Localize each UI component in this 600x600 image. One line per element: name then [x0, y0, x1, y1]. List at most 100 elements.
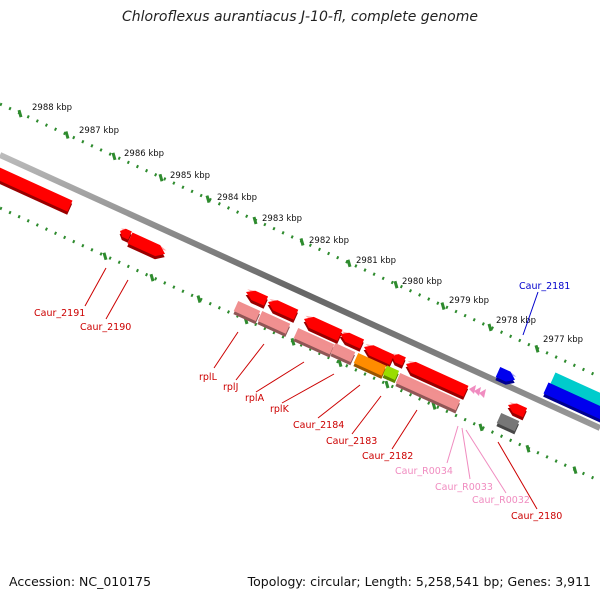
rna-arrow [469, 385, 476, 394]
feature-highlight [0, 166, 73, 205]
outer-major-tick [205, 195, 211, 204]
feature-body [293, 327, 335, 355]
gene-label: rplK [270, 404, 290, 415]
outer-major-tick [158, 173, 164, 182]
cds-caur-2181-cyan [550, 372, 600, 410]
gene-label-leader [465, 429, 507, 494]
feature-highlight [398, 373, 461, 405]
gene-label: Caur_2180 [511, 511, 562, 522]
scale-tick-label: 2988 kbp [32, 103, 72, 113]
cds-gray [496, 412, 520, 435]
inner-major-tick [384, 380, 390, 389]
cds-blue-small [495, 366, 517, 385]
feature-body [127, 232, 165, 257]
feature-highlight [333, 343, 356, 356]
cds-light-1 [233, 300, 261, 325]
outer-major-tick [440, 302, 446, 310]
feature-body [330, 342, 356, 363]
cds-caur-2191 [0, 166, 73, 215]
cds-rplA [303, 315, 343, 344]
gene-label: Caur_2190 [80, 322, 131, 333]
gene-label: Caur_2184 [293, 420, 344, 431]
gene-label-leader [351, 395, 382, 435]
feature-body [257, 310, 291, 334]
feature-highlight [407, 360, 469, 390]
scale-ruler: 2988 kbp 2987 kbp 2986 kbp 2985 kbp 2984 kbp… [0, 102, 600, 483]
rna-arrow [474, 387, 481, 396]
cds-caur-2183 [391, 353, 406, 369]
scale-tick-label: 2981 kbp [356, 256, 396, 266]
gene-label-leader [105, 279, 129, 320]
cds-caur-2184 [363, 343, 395, 368]
feature-highlight [296, 328, 335, 349]
gene-label-leader [461, 427, 471, 480]
outer-major-tick [64, 131, 70, 139]
gene-label: Caur_R0033 [435, 482, 493, 493]
outer-major-tick [299, 237, 305, 246]
scale-tick-label: 2978 kbp [496, 316, 536, 326]
gene-label-leader [522, 291, 539, 336]
feature-highlight [130, 232, 167, 251]
inner-major-tick [149, 273, 155, 282]
gene-label-leader [317, 384, 361, 419]
cds-caur-2180 [507, 402, 528, 421]
scale-tick-label: 2987 kbp [79, 126, 119, 136]
feature-highlight [121, 228, 132, 235]
cds-green [382, 365, 400, 384]
feature-highlight [553, 372, 600, 400]
feature-body [353, 352, 387, 376]
gene-label: rplA [245, 393, 265, 404]
diagram-title: Chloroflexus aurantiacus J-10-fl, comple… [122, 9, 478, 25]
scale-tick-label: 2985 kbp [170, 171, 210, 181]
scale-tick-label: 2977 kbp [543, 335, 583, 345]
gene-label: Caur_2181 [519, 281, 570, 292]
cds-caur-2190 [127, 232, 167, 260]
cds-small-upper [119, 228, 132, 243]
feature-highlight [385, 365, 399, 375]
inner-major-tick [525, 444, 531, 453]
inner-major-tick [196, 295, 202, 303]
cds-rplJ [267, 298, 299, 323]
scale-tick-label: 2979 kbp [449, 296, 489, 306]
inner-major-tick [102, 252, 108, 261]
feature-highlight [498, 367, 517, 377]
gene-label-leader [255, 361, 305, 393]
gene-label-leader [84, 267, 107, 307]
cds-rplL [245, 289, 269, 309]
feature-body [543, 382, 600, 421]
feature-body [0, 166, 73, 212]
feature-body [550, 372, 600, 407]
feature-highlight [269, 298, 299, 314]
feature-highlight [341, 331, 364, 343]
outer-major-tick [393, 280, 399, 289]
outer-major-tick [17, 109, 23, 118]
gene-label-leader [446, 425, 459, 464]
feature-highlight [365, 343, 395, 359]
cds-rplK [339, 331, 365, 352]
gene-label: Caur_R0034 [395, 466, 453, 477]
gene-label: Caur_R0032 [472, 495, 530, 506]
rna-arrow [479, 389, 486, 398]
cds-orange [353, 352, 387, 379]
gene-label: rplL [199, 372, 218, 383]
scale-tick-label: 2983 kbp [262, 214, 302, 224]
scale-tick-label: 2984 kbp [217, 193, 257, 203]
feature-body [233, 300, 261, 322]
feature-highlight [260, 311, 291, 328]
feature-body [382, 365, 400, 381]
feature-body [496, 412, 520, 432]
scale-tick-label: 2982 kbp [309, 236, 349, 246]
feature-highlight [509, 402, 527, 412]
gene-features [0, 166, 600, 435]
gene-label-leader [497, 441, 538, 510]
gene-label: Caur_2182 [362, 451, 413, 462]
inner-major-tick [337, 359, 343, 368]
feature-body [304, 316, 343, 341]
feature-highlight [356, 353, 387, 370]
feature-body [392, 354, 406, 366]
outer-major-tick [346, 259, 352, 268]
scale-tick-label: 2980 kbp [402, 277, 442, 287]
feature-highlight [499, 413, 520, 425]
outer-major-tick [487, 323, 493, 332]
